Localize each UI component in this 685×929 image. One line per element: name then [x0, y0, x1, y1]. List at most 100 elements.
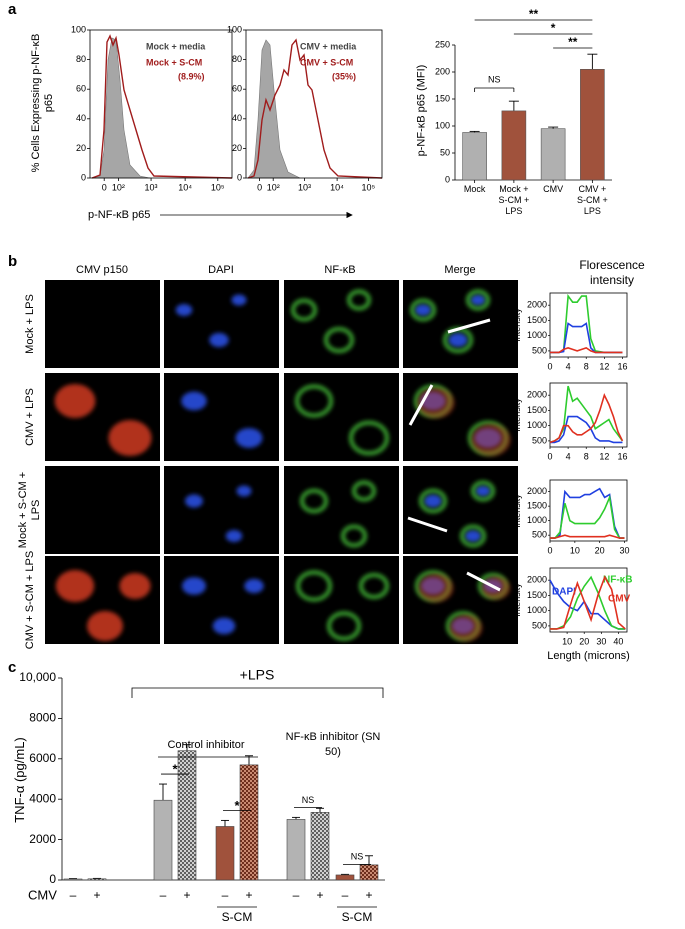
y-tick-label: 0 — [445, 174, 450, 184]
histogram-line — [247, 38, 383, 179]
profile-series — [550, 487, 625, 539]
x-tick-label: 10³ — [145, 182, 158, 192]
bar — [87, 878, 107, 881]
significance-label: * — [551, 21, 556, 35]
y-tick-label: 60 — [76, 84, 86, 94]
y-tick-label: 60 — [232, 84, 242, 94]
y-tick-label: 20 — [76, 143, 86, 153]
dapi-stain — [212, 617, 236, 635]
y-tick-label: 1500 — [527, 405, 547, 415]
dapi-stain — [182, 577, 206, 595]
x-tick-label: Mock + S-CM + LPS — [498, 184, 530, 216]
histogram-fill — [247, 39, 301, 179]
nfkb-stain — [352, 480, 376, 502]
legend-annotation: (35%) — [332, 71, 356, 81]
x-tick-label: 0 — [547, 361, 552, 371]
significance-label: * — [172, 761, 178, 776]
plot-frame — [549, 479, 628, 542]
y-tick-label: 2000 — [527, 486, 547, 496]
column-header: Florescence intensity — [579, 258, 645, 287]
x-tick-label: 16 — [617, 451, 627, 461]
micrograph — [45, 466, 160, 554]
y-tick-label: 100 — [227, 24, 242, 34]
dapi-stain — [225, 529, 243, 543]
x-axis-label: p-NF-κB p65 — [88, 209, 150, 221]
x-tick-label: 0 — [102, 182, 107, 192]
y-tick-label: 10,000 — [19, 670, 56, 684]
y-tick-label: 1000 — [527, 420, 547, 430]
dapi-stain — [181, 391, 207, 411]
y-tick-label: 2000 — [527, 575, 547, 585]
x-tick-label: – — [70, 888, 77, 902]
micrograph — [164, 373, 279, 461]
bar — [153, 799, 173, 881]
column-header: Merge — [444, 264, 475, 276]
micrograph — [284, 280, 399, 368]
plot-frame — [549, 292, 628, 358]
y-tick-label: 40 — [232, 113, 242, 123]
y-tick-label: 50 — [440, 147, 450, 157]
bar — [239, 764, 259, 881]
y-tick-label: 100 — [71, 24, 86, 34]
y-axis-label: Intensity — [512, 583, 522, 617]
plot-frame — [549, 567, 628, 633]
x-tick-label: CMV + S-CM + LPS — [576, 184, 608, 216]
y-tick-label: 80 — [76, 54, 86, 64]
x-tick-label: + — [183, 888, 190, 902]
plot-frame — [89, 29, 233, 179]
panel-label: a — [8, 1, 17, 18]
dapi-stain — [448, 332, 468, 348]
dapi-stain — [209, 332, 229, 348]
profile-series — [550, 415, 623, 444]
y-tick-label: 100 — [435, 120, 450, 130]
row-label: Mock + S-CM + LPS — [17, 471, 42, 549]
column-header: NF-κB — [324, 264, 355, 276]
x-tick-label: 12 — [599, 451, 609, 461]
column-header: CMV p150 — [76, 264, 128, 276]
nfkb-stain — [296, 570, 332, 602]
x-tick-label: 20 — [579, 636, 589, 646]
micrograph — [284, 556, 399, 644]
x-tick-label: + — [93, 888, 100, 902]
inhibitor-label: NF-κB inhibitor (SN 50) — [285, 731, 381, 758]
x-tick-label: 10² — [267, 182, 280, 192]
bar — [215, 826, 235, 881]
bar — [501, 110, 527, 181]
x-tick-label: 0 — [547, 545, 552, 555]
y-tick-label: 0 — [81, 172, 86, 182]
scm-label: S-CM — [222, 910, 253, 924]
y-tick-label: 0 — [237, 172, 242, 182]
y-tick-label: 6000 — [29, 751, 56, 765]
nfkb-stain — [359, 572, 389, 600]
significance-label: NS — [488, 74, 501, 84]
x-tick-label: – — [342, 888, 349, 902]
x-axis-label: Length (microns) — [547, 650, 630, 662]
bar — [540, 128, 566, 181]
dapi-stain — [236, 485, 252, 497]
bar — [63, 878, 83, 881]
y-tick-label: 250 — [435, 39, 450, 49]
nfkb-stain — [410, 298, 436, 322]
series-label: NF-κB — [603, 575, 632, 586]
scm-label: S-CM — [342, 910, 373, 924]
x-tick-label: 12 — [599, 361, 609, 371]
bar — [580, 69, 605, 181]
x-tick-label: 10 — [570, 545, 580, 555]
nfkb-stain — [327, 611, 361, 641]
histogram-fill — [91, 37, 151, 179]
dapi-stain — [175, 303, 193, 317]
y-axis-label: % Cells Expressing p-NF-κB p65 — [30, 33, 55, 173]
significance-label: ** — [568, 35, 578, 49]
y-tick-label: 1000 — [527, 330, 547, 340]
legend-entry: Mock + S-CM — [146, 57, 202, 67]
significance-label: * — [234, 798, 240, 813]
plot-frame — [549, 382, 628, 448]
y-axis-label: Intensity — [512, 308, 522, 342]
significance-label: NS — [351, 852, 364, 862]
y-tick-label: 1000 — [527, 605, 547, 615]
y-tick-label: 1500 — [527, 315, 547, 325]
cmv-stain — [54, 384, 96, 418]
x-tick-label: – — [160, 888, 167, 902]
inhibitor-label: Control inhibitor — [167, 739, 245, 751]
